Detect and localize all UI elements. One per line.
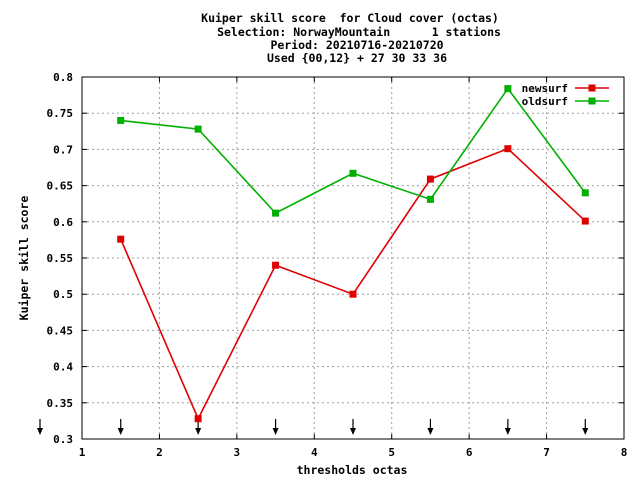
threshold-arrow [582, 419, 589, 435]
legend-swatch-marker [588, 84, 596, 92]
data-point-newsurf [504, 145, 512, 153]
x-tick-label: 3 [234, 446, 241, 459]
x-tick-label: 8 [621, 446, 628, 459]
series-oldsurf [117, 85, 589, 217]
x-tick-label: 2 [156, 446, 163, 459]
grid-lines [82, 77, 624, 439]
x-axis-ticks: 1 2 3 4 5 6 7 8 [79, 77, 628, 459]
data-point-newsurf [426, 175, 434, 183]
data-point-newsurf [117, 235, 125, 243]
data-point-oldsurf [117, 116, 125, 124]
data-point-oldsurf [504, 85, 512, 93]
threshold-arrow [37, 419, 43, 435]
data-point-oldsurf [426, 195, 434, 203]
data-point-oldsurf [194, 125, 202, 133]
threshold-arrow [272, 419, 279, 435]
x-tick-label: 4 [311, 446, 318, 459]
y-tick-label: 0.4 [53, 361, 73, 374]
threshold-arrow [427, 419, 434, 435]
title-line-2: Selection: NorwayMountain 1 stations [217, 25, 501, 39]
data-point-newsurf [194, 415, 202, 423]
y-tick-label: 0.65 [47, 180, 74, 193]
data-point-oldsurf [581, 189, 589, 197]
series-line-newsurf [119, 147, 586, 421]
x-tick-label: 1 [79, 446, 86, 459]
y-tick-label: 0.3 [53, 433, 73, 446]
series-line-oldsurf [120, 87, 586, 215]
threshold-arrow-markers [37, 419, 589, 435]
y-tick-label: 0.35 [47, 397, 74, 410]
threshold-arrow [117, 419, 124, 435]
y-axis-label: Kuiper skill score [17, 196, 31, 321]
data-point-newsurf [272, 261, 280, 269]
y-tick-label: 0.6 [53, 216, 73, 229]
threshold-arrow [504, 419, 511, 435]
legend-label: newsurf [522, 82, 568, 95]
legend-swatch-marker [588, 97, 596, 105]
x-tick-label: 7 [543, 446, 550, 459]
title-line-1: Kuiper skill score for Cloud cover (octa… [201, 11, 499, 25]
y-tick-label: 0.5 [53, 288, 73, 301]
data-point-oldsurf [349, 169, 357, 177]
y-axis-ticks: 0.3 0.35 0.4 0.45 0.5 0.55 0.6 0.65 0.7 0.75 0.8 [47, 71, 624, 446]
x-tick-label: 6 [466, 446, 473, 459]
y-tick-label: 0.75 [47, 107, 74, 120]
data-point-newsurf [349, 290, 357, 298]
y-tick-label: 0.7 [53, 143, 73, 156]
data-point-oldsurf [272, 209, 280, 217]
legend-entry-oldsurf: oldsurf [522, 95, 609, 108]
legend-entry-newsurf: newsurf [522, 82, 609, 95]
title-line-4: Used {00,12} + 27 30 33 36 [267, 51, 447, 65]
legend-label: oldsurf [522, 95, 568, 108]
chart-title: Kuiper skill score for Cloud cover (octa… [201, 11, 501, 65]
series-layer [117, 85, 589, 423]
series-newsurf [117, 145, 589, 423]
title-line-3: Period: 20210716-20210720 [270, 38, 443, 52]
x-tick-label: 5 [388, 446, 395, 459]
y-tick-label: 0.55 [47, 252, 74, 265]
y-tick-label: 0.45 [47, 324, 74, 337]
data-point-newsurf [581, 217, 589, 225]
threshold-arrow [350, 419, 356, 435]
y-tick-label: 0.8 [53, 71, 73, 84]
x-axis-label: thresholds octas [297, 463, 408, 477]
